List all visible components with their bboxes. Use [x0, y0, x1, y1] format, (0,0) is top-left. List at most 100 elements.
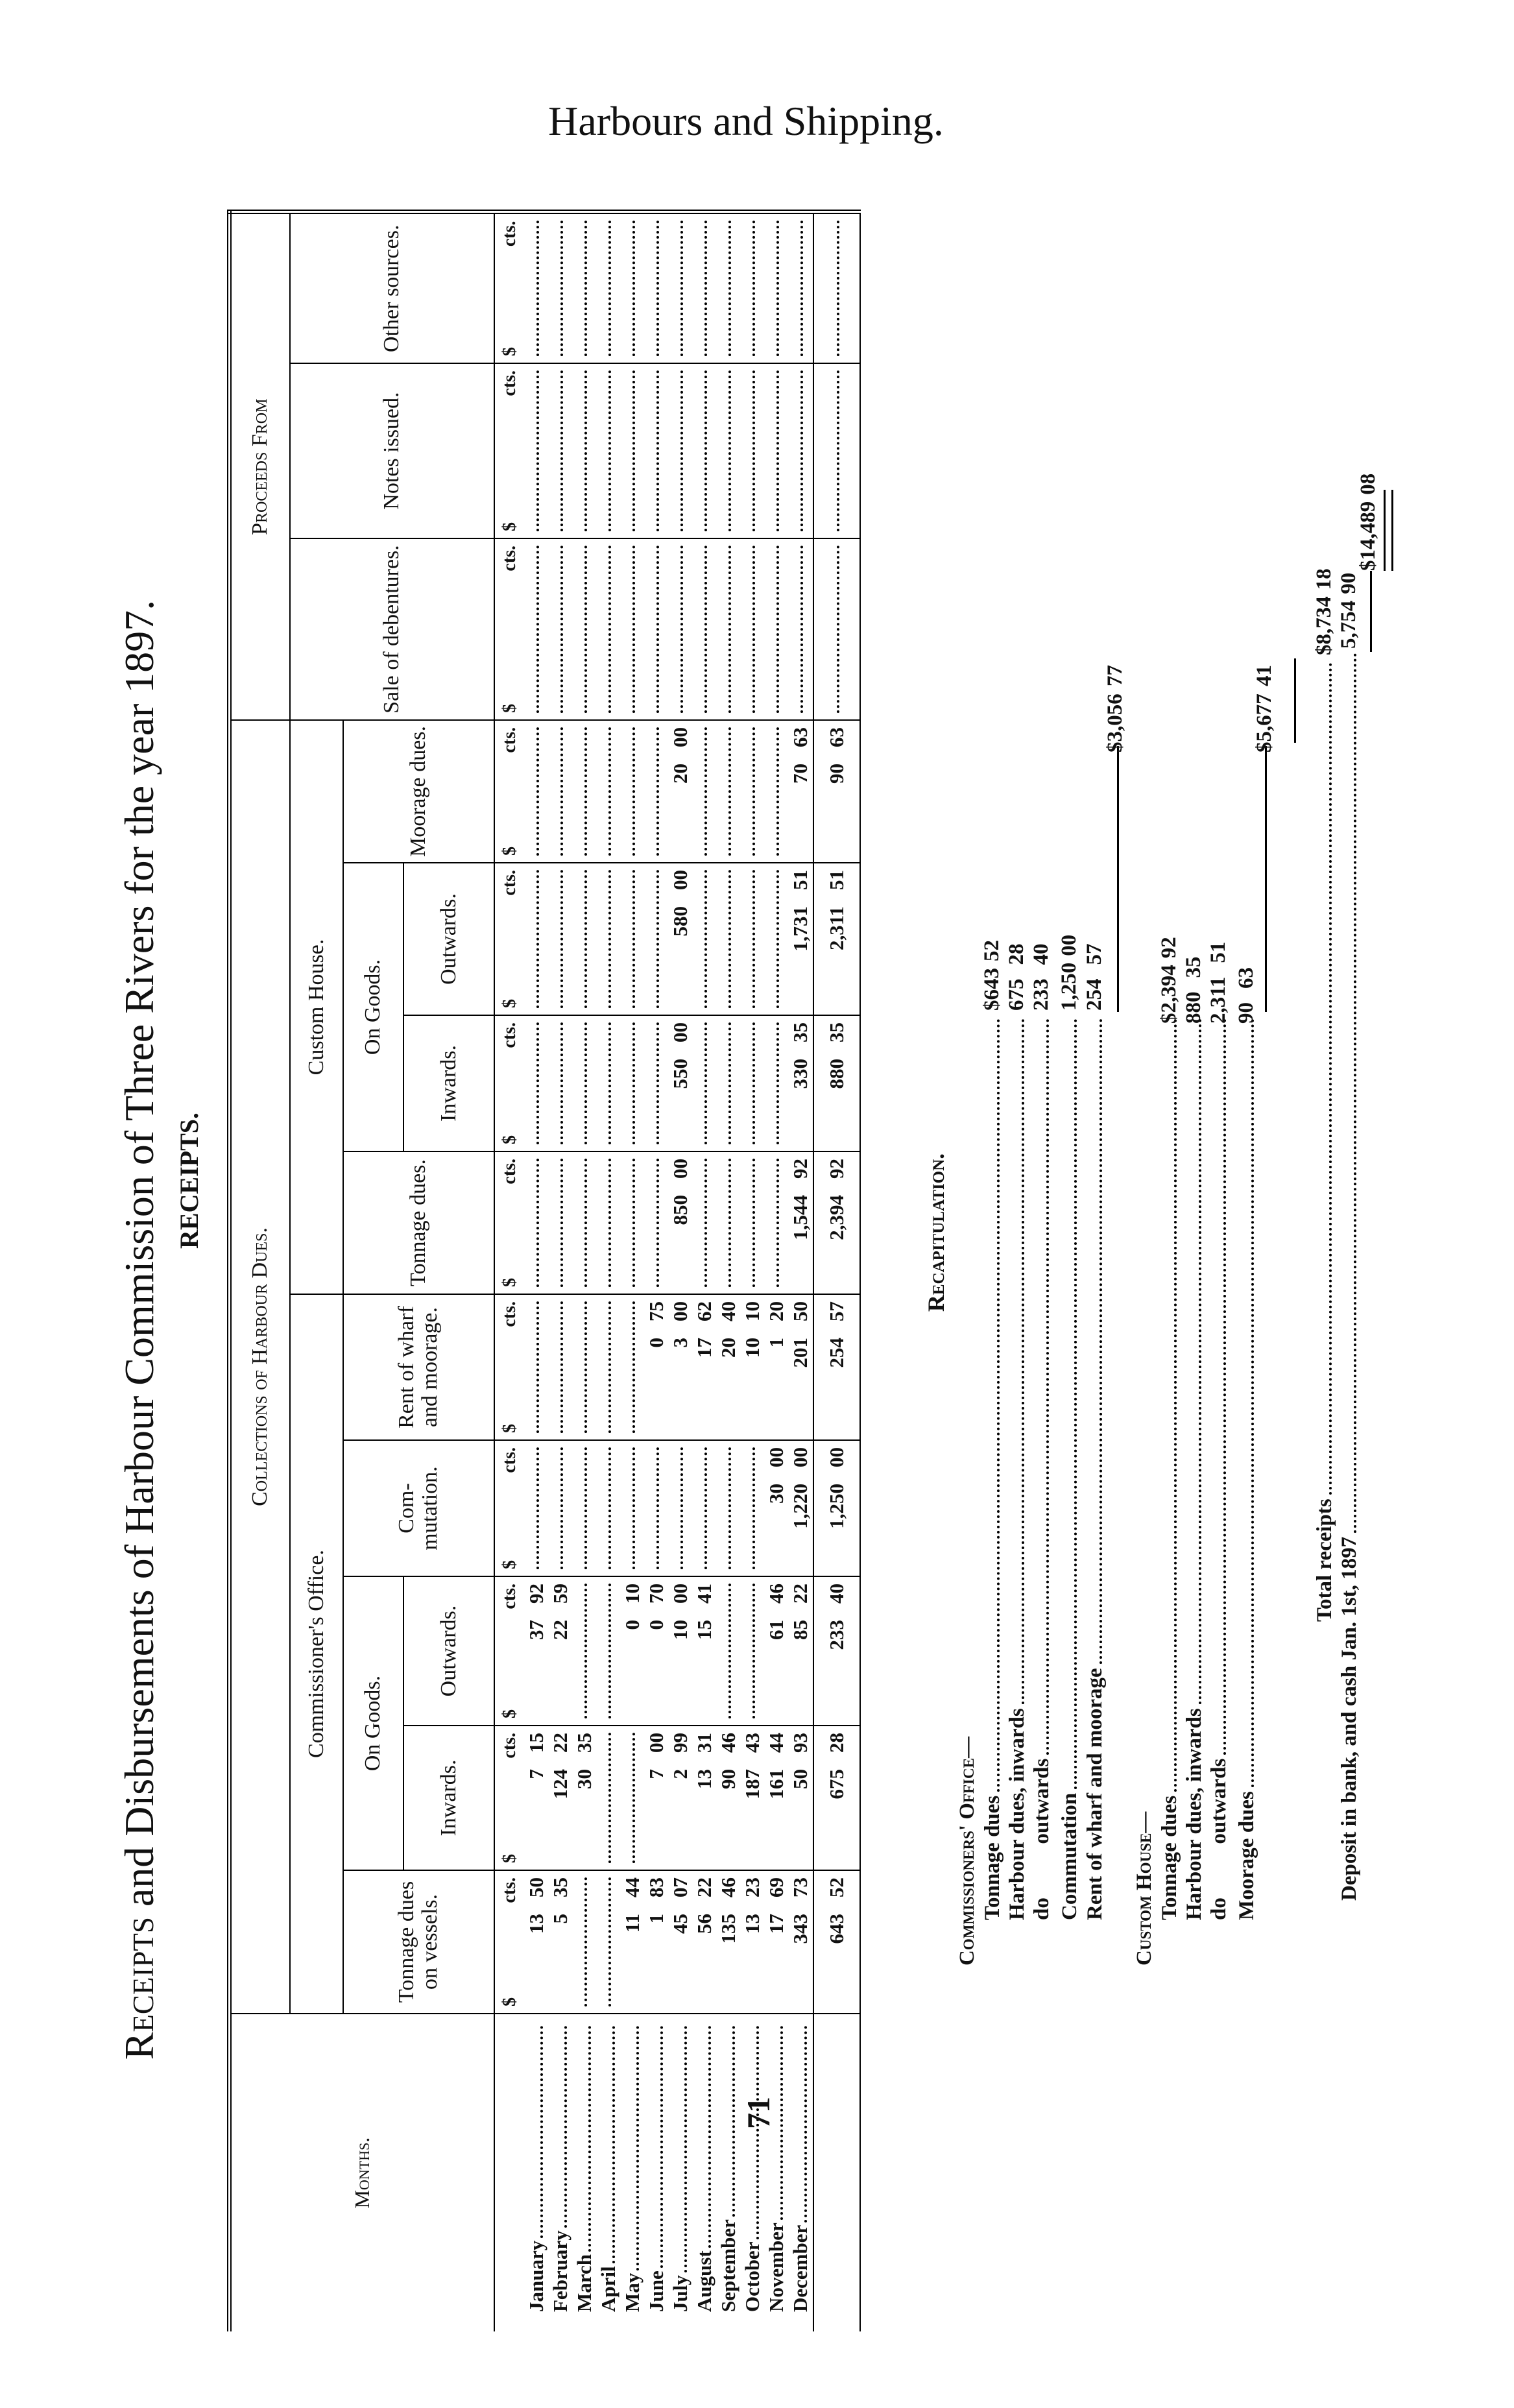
dollar-sign: $	[499, 522, 520, 531]
cell-inwards-commissioners: 124 22	[548, 1726, 573, 1870]
cell-inwards-commissioners: 7 00	[644, 1726, 669, 1870]
cell-commutation	[596, 1440, 621, 1576]
dollars: 13	[741, 1914, 763, 1934]
month-cell: February	[549, 2014, 573, 2331]
dollars: 90	[824, 764, 848, 784]
money-value: 37 92	[525, 1583, 548, 1718]
cents: 92	[789, 1159, 811, 1179]
dollars: 0	[645, 1620, 667, 1630]
money-value: 330 35	[789, 1022, 812, 1144]
recap-item: Rent of wharf and moorage	[1083, 1015, 1107, 1920]
dollar-sign: $	[499, 1709, 520, 1718]
cents: 00	[669, 1301, 691, 1321]
empty-dotted-leader	[671, 1447, 683, 1569]
month-name: September	[717, 2219, 739, 2312]
units-months-blank	[494, 2014, 525, 2331]
cell-outwards-commissioners: 85 22	[788, 1576, 813, 1726]
dollar-sign: $	[1253, 741, 1276, 753]
cell-outwards-custom	[524, 863, 549, 1015]
empty-dotted-leader	[647, 1447, 659, 1569]
money-value: 643 52	[825, 1877, 848, 2006]
recap-amount: 2,311 51	[1207, 941, 1231, 1024]
units-sale-debentures: $ cts.	[494, 538, 525, 720]
month-cell: November	[765, 2014, 789, 2331]
cents: 40	[717, 1301, 739, 1321]
cell-inwards-commissioners: 30 35	[572, 1726, 597, 1870]
dollars: 124	[549, 1769, 571, 1800]
empty-dotted-leader	[599, 370, 611, 531]
empty-dotted-leader	[599, 1877, 611, 2006]
empty-dotted-leader	[575, 1583, 587, 1718]
cell-sale-debentures	[572, 538, 597, 720]
dotted-leader	[1046, 1018, 1049, 1755]
money-value: 5 35	[549, 1877, 572, 2006]
header-tonnage-vessels: Tonnage dues on vessels.	[342, 1870, 494, 2014]
recap-item: Moorage dues	[1234, 1015, 1259, 1920]
empty-dotted-leader	[575, 221, 587, 356]
cell-inwards-custom: 880 35	[813, 1015, 860, 1151]
cell-outwards-custom: 1,731 51	[788, 863, 813, 1015]
money-value: 550 00	[669, 1022, 692, 1144]
month-cell: September	[717, 2014, 741, 2331]
table-row: April	[596, 211, 621, 2331]
money-value: 7 15	[525, 1733, 548, 1863]
empty-dotted-leader	[719, 1447, 731, 1569]
dollar-sign: $	[499, 1560, 520, 1569]
dollar-sign: $	[499, 347, 520, 356]
cell-notes-issued	[572, 363, 597, 538]
cents: 00	[669, 870, 691, 890]
cents: 43	[741, 1733, 763, 1753]
empty-dotted-leader	[599, 727, 611, 856]
dotted-leader	[1223, 1018, 1226, 1755]
dollars: 1,220	[789, 1484, 811, 1529]
empty-dotted-leader	[719, 727, 731, 856]
cell-other-sources	[620, 211, 645, 363]
cents-label: cts.	[499, 1733, 520, 1759]
empty-dotted-leader	[623, 1301, 635, 1433]
empty-dotted-leader	[719, 1159, 731, 1287]
recap-amount: $2,394 92	[1157, 937, 1181, 1024]
empty-dotted-leader	[575, 370, 587, 531]
cents: 41	[693, 1583, 715, 1604]
dotted-leader	[1174, 1018, 1177, 1792]
cell-other-sources	[692, 211, 717, 363]
cents: 52	[980, 940, 1003, 961]
dollars: 580	[669, 906, 691, 937]
cell-outwards-custom	[764, 863, 789, 1015]
cell-moorage	[716, 720, 741, 863]
cell-outwards-custom	[740, 863, 765, 1015]
cell-rent-wharf: 3 00	[668, 1294, 693, 1440]
money-value: 13 50	[525, 1877, 548, 2006]
cell-tonnage-custom	[740, 1151, 765, 1294]
cell-sale-debentures	[644, 538, 669, 720]
cell-moorage	[644, 720, 669, 863]
cell-inwards-custom	[740, 1015, 765, 1151]
dollars: 30	[573, 1769, 595, 1789]
money-value: 13 23	[741, 1877, 764, 2006]
month-label: January	[525, 2021, 548, 2312]
header-rent-wharf: Rent of wharf and moorage.	[342, 1294, 494, 1440]
recap-item: do outwards	[1207, 1015, 1231, 1920]
cell-commutation	[716, 1440, 741, 1576]
cents: 35	[573, 1733, 595, 1753]
cents: 07	[669, 1877, 691, 1897]
units-tonnage-custom: $ cts.	[494, 1151, 525, 1294]
cell-outwards-commissioners: 22 59	[548, 1576, 573, 1726]
cell-moorage	[764, 720, 789, 863]
recap-label: Commutation	[1058, 1792, 1081, 1920]
empty-dotted-leader	[551, 1301, 563, 1433]
cell-moorage	[596, 720, 621, 863]
recap-label: Tonnage dues	[981, 1795, 1004, 1920]
month-label: April	[597, 2021, 620, 2312]
empty-dotted-leader	[647, 1022, 659, 1144]
money-value: 0 75	[645, 1301, 668, 1433]
money-value: 1,220 00	[789, 1447, 812, 1569]
recap-item: Commutation	[1057, 1015, 1082, 1920]
cell-commutation: 1,250 00	[813, 1440, 860, 1576]
cell-commutation	[644, 1440, 669, 1576]
cell-inwards-commissioners: 2 99	[668, 1726, 693, 1870]
dollars: 254	[824, 1338, 848, 1368]
dotted-leader	[1022, 1018, 1024, 1705]
header-other-sources: Other sources.	[289, 211, 494, 363]
cents: 08	[1356, 473, 1380, 495]
